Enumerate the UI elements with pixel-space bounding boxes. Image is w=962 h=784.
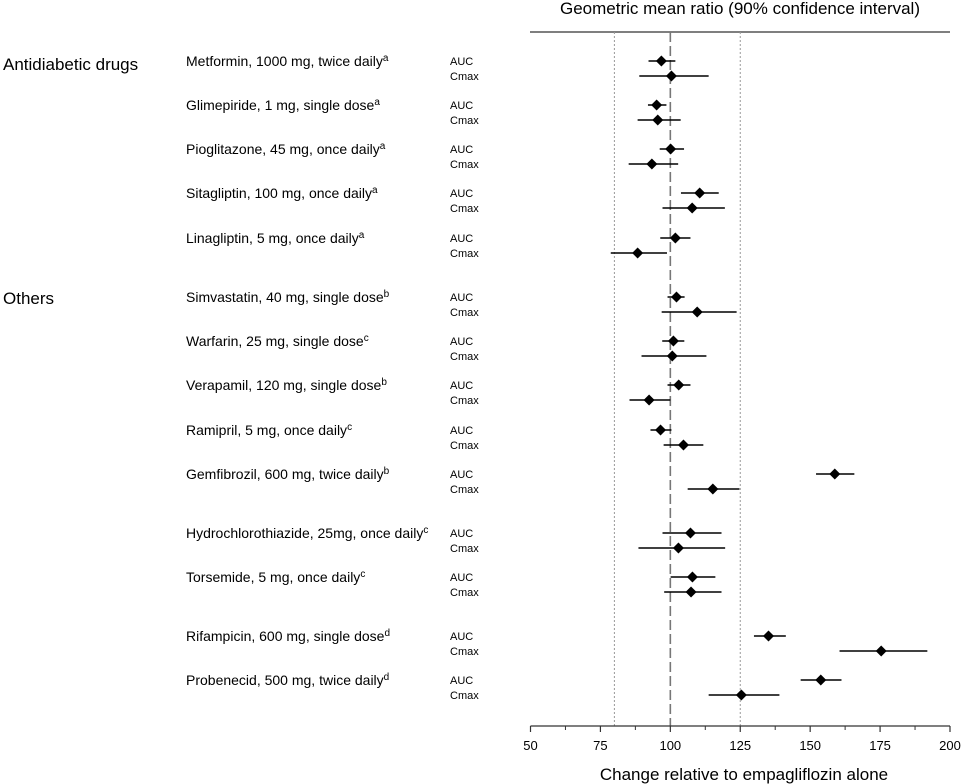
point-estimate-auc bbox=[673, 379, 685, 391]
point-estimate-auc bbox=[762, 630, 774, 642]
point-estimate-cmax bbox=[643, 394, 655, 406]
metric-label-cmax: Cmax bbox=[450, 690, 479, 702]
footnote-marker: b bbox=[384, 289, 390, 300]
point-estimate-cmax bbox=[735, 689, 747, 701]
metric-label-auc: AUC bbox=[450, 380, 473, 392]
point-estimate-auc bbox=[651, 99, 663, 111]
point-estimate-auc bbox=[665, 143, 677, 155]
point-estimate-auc bbox=[670, 291, 682, 303]
drug-label: Probenecid, 500 mg, twice dailyd bbox=[186, 672, 389, 689]
x-tick-label: 150 bbox=[799, 738, 821, 753]
point-estimate-auc bbox=[684, 527, 696, 539]
footnote-marker: d bbox=[384, 672, 390, 683]
metric-label-auc: AUC bbox=[450, 144, 473, 156]
metric-label-cmax: Cmax bbox=[450, 159, 479, 171]
metric-label-auc: AUC bbox=[450, 56, 473, 68]
metric-label-auc: AUC bbox=[450, 100, 473, 112]
point-estimate-auc bbox=[694, 187, 706, 199]
metric-label-cmax: Cmax bbox=[450, 115, 479, 127]
footnote-marker: a bbox=[380, 141, 386, 152]
point-estimate-auc bbox=[829, 468, 841, 480]
metric-label-auc: AUC bbox=[450, 631, 473, 643]
point-estimate-auc bbox=[686, 571, 698, 583]
footnote-marker: c bbox=[347, 422, 352, 433]
drug-label: Gemfibrozil, 600 mg, twice dailyb bbox=[186, 466, 390, 483]
point-estimate-cmax bbox=[686, 202, 698, 214]
metric-label-cmax: Cmax bbox=[450, 307, 479, 319]
metric-label-auc: AUC bbox=[450, 336, 473, 348]
point-estimate-cmax bbox=[685, 586, 697, 598]
metric-label-cmax: Cmax bbox=[450, 248, 479, 260]
drug-label: Warfarin, 25 mg, single dosec bbox=[186, 333, 369, 350]
x-tick-label: 175 bbox=[869, 738, 891, 753]
footnote-marker: c bbox=[364, 333, 369, 344]
drug-label: Hydrochlorothiazide, 25mg, once dailyc bbox=[186, 525, 428, 542]
point-estimate-auc bbox=[815, 674, 827, 686]
footnote-marker: a bbox=[374, 97, 380, 108]
x-tick-label: 200 bbox=[939, 738, 961, 753]
metric-label-cmax: Cmax bbox=[450, 440, 479, 452]
metric-label-auc: AUC bbox=[450, 425, 473, 437]
group-label: Others bbox=[3, 289, 54, 308]
footnote-marker: c bbox=[423, 525, 428, 536]
footnote-marker: d bbox=[384, 628, 390, 639]
point-estimate-cmax bbox=[632, 247, 644, 259]
chart-title: Geometric mean ratio (90% confidence int… bbox=[560, 0, 920, 18]
point-estimate-cmax bbox=[666, 350, 678, 362]
drug-label: Verapamil, 120 mg, single doseb bbox=[186, 377, 387, 394]
metric-label-auc: AUC bbox=[450, 572, 473, 584]
metric-label-auc: AUC bbox=[450, 469, 473, 481]
x-tick-label: 50 bbox=[523, 738, 537, 753]
point-estimate-auc bbox=[655, 424, 667, 436]
metric-label-cmax: Cmax bbox=[450, 71, 479, 83]
metric-label-auc: AUC bbox=[450, 675, 473, 687]
drug-label: Simvastatin, 40 mg, single doseb bbox=[186, 289, 390, 306]
metric-label-cmax: Cmax bbox=[450, 646, 479, 658]
drug-label: Torsemide, 5 mg, once dailyc bbox=[186, 569, 365, 586]
metric-label-auc: AUC bbox=[450, 188, 473, 200]
drug-label: Glimepiride, 1 mg, single dosea bbox=[186, 97, 380, 114]
metric-label-cmax: Cmax bbox=[450, 203, 479, 215]
x-tick-label: 75 bbox=[593, 738, 607, 753]
drug-label: Rifampicin, 600 mg, single dosed bbox=[186, 628, 390, 645]
metric-label-cmax: Cmax bbox=[450, 587, 479, 599]
drug-label: Linagliptin, 5 mg, once dailya bbox=[186, 230, 365, 247]
point-estimate-auc bbox=[667, 335, 679, 347]
point-estimate-cmax bbox=[707, 483, 719, 495]
metric-label-auc: AUC bbox=[450, 528, 473, 540]
point-estimate-auc bbox=[669, 232, 681, 244]
drug-label: Sitagliptin, 100 mg, once dailya bbox=[186, 185, 378, 202]
footnote-marker: a bbox=[359, 230, 365, 241]
point-estimate-cmax bbox=[677, 439, 689, 451]
metric-label-auc: AUC bbox=[450, 233, 473, 245]
x-tick-label: 100 bbox=[659, 738, 681, 753]
point-estimate-cmax bbox=[672, 542, 684, 554]
metric-label-cmax: Cmax bbox=[450, 484, 479, 496]
x-tick-label: 125 bbox=[729, 738, 751, 753]
point-estimate-cmax bbox=[691, 306, 703, 318]
drug-label: Ramipril, 5 mg, once dailyc bbox=[186, 422, 352, 439]
point-estimate-cmax bbox=[646, 158, 658, 170]
metric-label-auc: AUC bbox=[450, 292, 473, 304]
point-estimate-cmax bbox=[665, 70, 677, 82]
footnote-marker: a bbox=[372, 185, 378, 196]
footnote-marker: c bbox=[360, 569, 365, 580]
footnote-marker: b bbox=[381, 377, 387, 388]
drug-label: Pioglitazone, 45 mg, once dailya bbox=[186, 141, 386, 158]
metric-label-cmax: Cmax bbox=[450, 395, 479, 407]
drug-label: Metformin, 1000 mg, twice dailya bbox=[186, 53, 389, 70]
footnote-marker: b bbox=[384, 466, 390, 477]
metric-label-cmax: Cmax bbox=[450, 351, 479, 363]
point-estimate-auc bbox=[655, 55, 667, 67]
metric-label-cmax: Cmax bbox=[450, 543, 479, 555]
point-estimate-cmax bbox=[652, 114, 664, 126]
point-estimate-cmax bbox=[875, 645, 887, 657]
group-label: Antidiabetic drugs bbox=[3, 55, 138, 74]
x-axis-label: Change relative to empagliflozin alone bbox=[600, 765, 888, 784]
footnote-marker: a bbox=[383, 53, 389, 64]
